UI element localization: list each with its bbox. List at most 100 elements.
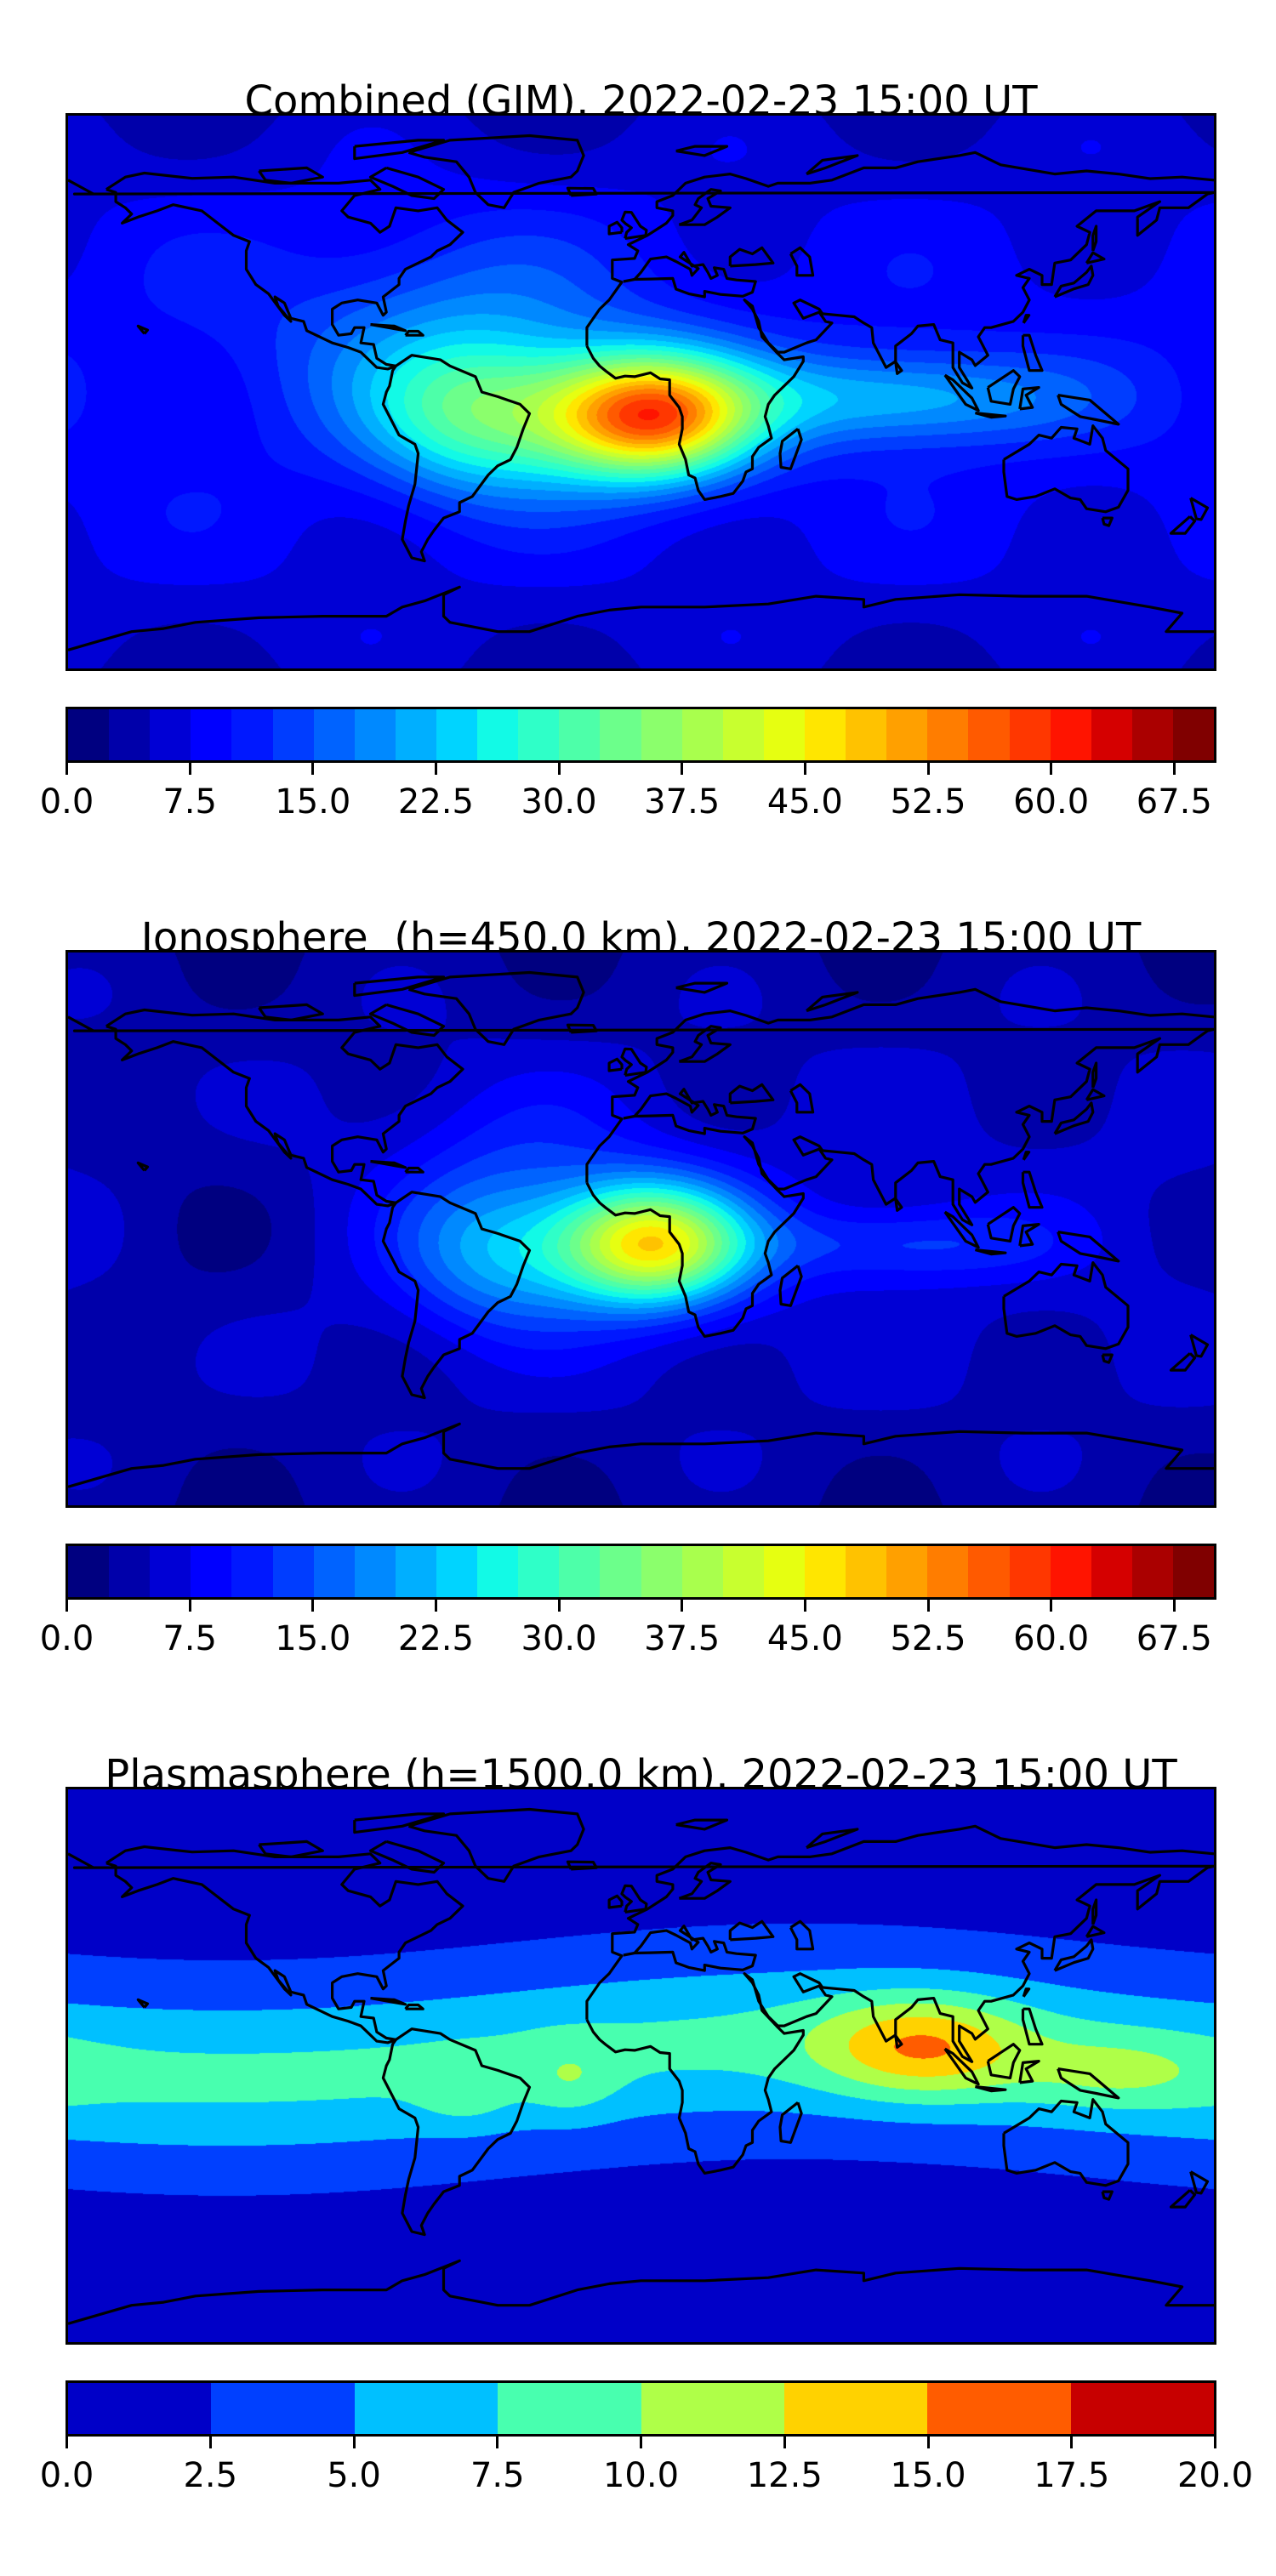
- plasmasphere-panel: Plasmasphere (h=1500.0 km), 2022-02-23 1…: [0, 1739, 1276, 2576]
- colorbar-tick-label: 45.0: [737, 1619, 873, 1658]
- coastline-victoria-island: [259, 168, 323, 183]
- colorbar-tick-label: 15.0: [245, 782, 381, 822]
- colorbar-tick-label: 37.5: [614, 782, 750, 822]
- coastline-philippines: [1023, 2009, 1043, 2044]
- colorbar-tick-label: 60.0: [983, 782, 1119, 822]
- colorbar-level-27: [1173, 709, 1214, 760]
- colorbar-level-5: [784, 2383, 927, 2434]
- colorbar-level-16: [723, 1546, 764, 1597]
- colorbar: [66, 707, 1216, 763]
- coastline-ireland: [609, 1896, 622, 1908]
- coastline-australia: [1004, 1263, 1128, 1349]
- coastline-hokkaido: [1086, 253, 1104, 263]
- coastline-madagascar: [780, 1265, 801, 1305]
- coastline-iceland: [567, 1862, 596, 1869]
- coastline-australia: [1004, 426, 1128, 512]
- colorbar-tick-mark: [783, 2437, 786, 2448]
- coastline-baltic-sea: [679, 1026, 730, 1062]
- colorbar-tick-label: 37.5: [614, 1619, 750, 1658]
- coastline-iceland: [567, 1025, 596, 1032]
- coastline-caspian-sea: [790, 1921, 812, 1949]
- coastline-sri-lanka: [896, 362, 902, 374]
- coastline-cuba: [371, 1162, 406, 1168]
- colorbar-level-10: [477, 1546, 518, 1597]
- colorbar-tick-label: 0.0: [0, 782, 135, 822]
- coastline-novaya-zemlya: [806, 156, 857, 174]
- coastline-baltic-sea: [679, 190, 730, 225]
- colorbar-level-21: [927, 709, 968, 760]
- colorbar-level-7: [355, 709, 396, 760]
- coastline-afro-eurasia: [587, 989, 1214, 1183]
- colorbar-level-13: [600, 1546, 641, 1597]
- colorbar-tick-label: 60.0: [983, 1619, 1119, 1658]
- colorbar-level-1: [109, 709, 150, 760]
- colorbar-level-18: [805, 709, 846, 760]
- colorbar-level-24: [1051, 709, 1091, 760]
- colorbar-tick-label: 12.5: [716, 2456, 852, 2495]
- coastline-taiwan: [1023, 316, 1028, 323]
- colorbar-tick-label: 15.0: [245, 1619, 381, 1658]
- colorbar-level-1: [109, 1546, 150, 1597]
- coastline-antarctica: [68, 587, 1214, 650]
- colorbar-tick-mark: [1070, 2437, 1073, 2448]
- colorbar-level-4: [641, 2383, 784, 2434]
- coastline-java: [975, 1250, 1005, 1254]
- coastline-sakhalin: [1093, 1063, 1097, 1088]
- colorbar-level-9: [436, 1546, 477, 1597]
- colorbar-level-22: [968, 709, 1009, 760]
- colorbar-tick-label: 10.0: [573, 2456, 709, 2495]
- colorbar-tick-mark: [66, 763, 68, 775]
- colorbar-tick-mark: [1173, 763, 1176, 775]
- coastline-afro-eurasia: [587, 1826, 1214, 2020]
- coastline-ireland: [609, 1059, 622, 1071]
- coastline-caspian-sea: [790, 247, 812, 276]
- coastline-sri-lanka: [896, 1199, 902, 1211]
- colorbar-level-23: [1010, 709, 1051, 760]
- colorbar-tick-mark: [640, 2437, 642, 2448]
- colorbar-tick-mark: [311, 763, 314, 775]
- colorbar-level-25: [1091, 709, 1132, 760]
- coastline-hawaii: [138, 326, 147, 333]
- colorbar-tick-label: 52.5: [860, 1619, 996, 1658]
- coastline-hawaii: [138, 1163, 147, 1170]
- coastline-mediterranean: [624, 253, 755, 297]
- coastline-taiwan: [1023, 1989, 1028, 1997]
- colorbar-level-19: [846, 1546, 886, 1597]
- colorbar-tick-label: 67.5: [1106, 782, 1242, 822]
- colorbar-level-3: [498, 2383, 641, 2434]
- colorbar-tick-mark: [927, 1600, 930, 1612]
- coastline-svalbard: [676, 983, 727, 992]
- coastline-victoria-island: [259, 1004, 323, 1020]
- coastline-japan: [1055, 266, 1093, 297]
- colorbar-level-0: [68, 2383, 211, 2434]
- colorbar-level-8: [396, 709, 436, 760]
- coastline-novaya-zemlya: [806, 992, 857, 1011]
- colorbar-tick-label: 7.5: [430, 2456, 566, 2495]
- coastline-cuba: [371, 325, 406, 331]
- colorbar-tick-mark: [1173, 1600, 1176, 1612]
- colorbar-tick-mark: [496, 2437, 498, 2448]
- coastline-borneo: [988, 1208, 1020, 1242]
- colorbar-level-2: [150, 709, 191, 760]
- colorbar-level-25: [1091, 1546, 1132, 1597]
- coastline-black-sea: [730, 247, 773, 266]
- colorbar-level-10: [477, 709, 518, 760]
- colorbar-tick-mark: [435, 763, 437, 775]
- coastline-sulawesi: [1020, 2061, 1039, 2083]
- coastline-madagascar: [780, 429, 801, 469]
- coastline-svalbard: [676, 1820, 727, 1829]
- colorbar-level-6: [927, 2383, 1070, 2434]
- colorbar-level-24: [1051, 1546, 1091, 1597]
- coastline-north-america: [106, 1847, 463, 2043]
- ionosphere-tec-map: [66, 950, 1216, 1508]
- colorbar-level-5: [273, 709, 314, 760]
- colorbar-tick-label: 20.0: [1148, 2456, 1276, 2495]
- coastline-new-zealand-south: [1171, 516, 1195, 533]
- colorbar-tick-mark: [66, 2437, 68, 2448]
- colorbar-level-6: [314, 1546, 355, 1597]
- colorbar-level-19: [846, 709, 886, 760]
- coastline-hispaniola: [406, 2005, 424, 2010]
- coastline-north-america: [106, 1010, 463, 1206]
- colorbar-tick-mark: [681, 1600, 683, 1612]
